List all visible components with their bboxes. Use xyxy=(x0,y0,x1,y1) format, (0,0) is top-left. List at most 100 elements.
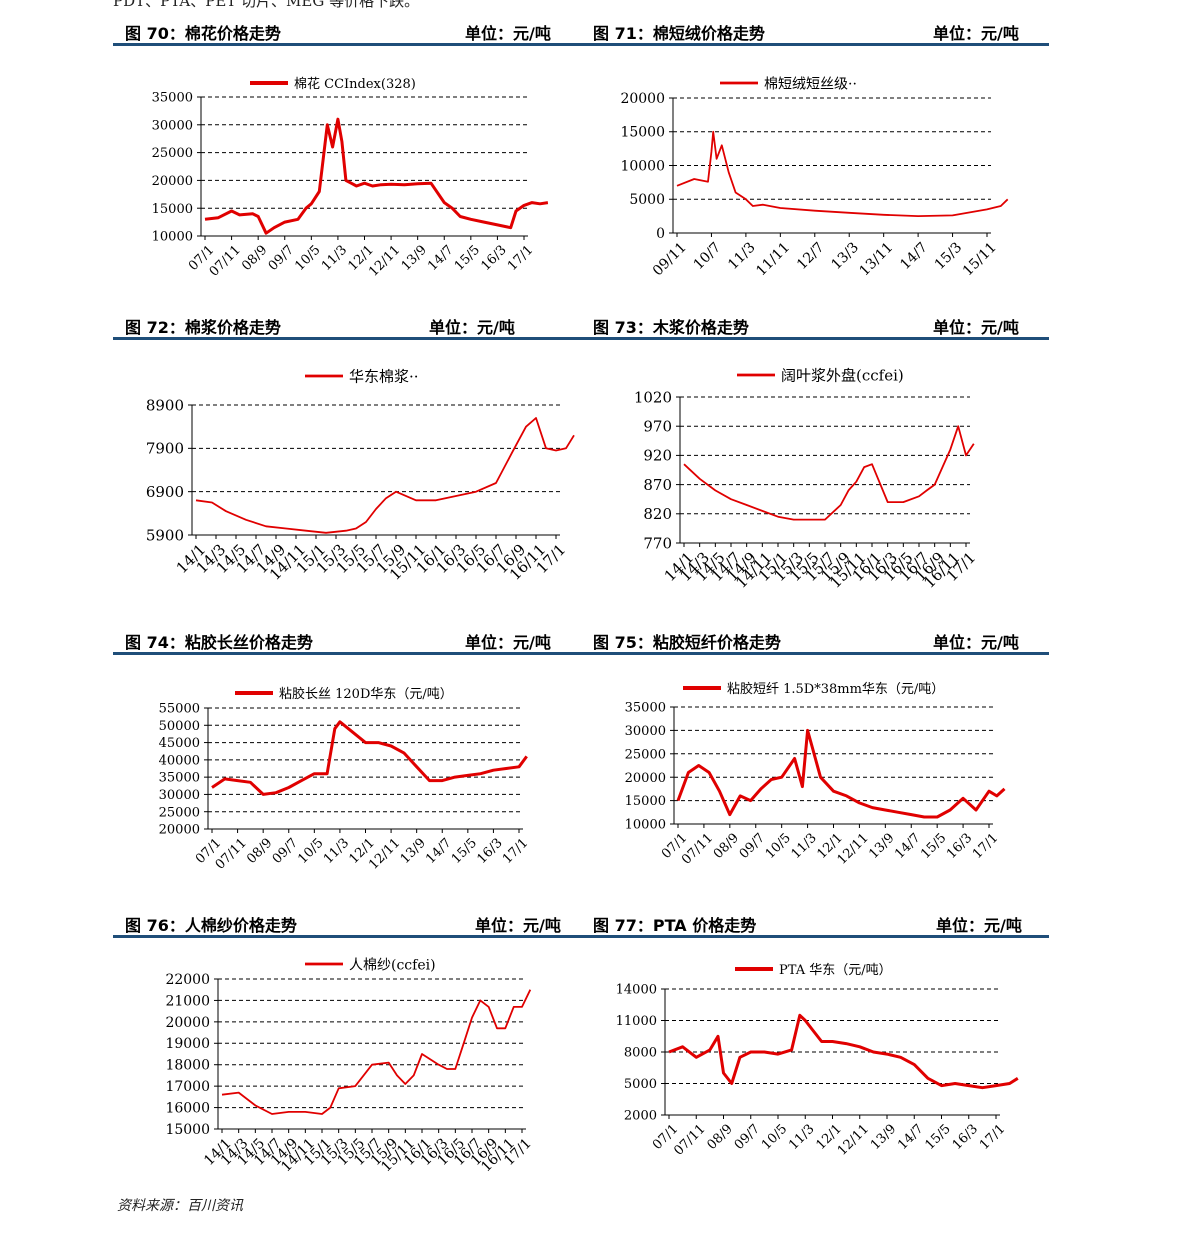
y-tick-label: 8900 xyxy=(146,396,184,414)
y-tick-label: 5000 xyxy=(624,1077,657,1092)
legend-label: PTA 华东（元/吨） xyxy=(779,963,892,978)
legend-label: 粘胶长丝 120D华东（元/吨） xyxy=(279,686,453,702)
panel-unit: 单位：元/吨 xyxy=(465,633,551,652)
y-tick-label: 35000 xyxy=(152,91,193,106)
y-tick-label: 11000 xyxy=(616,1014,657,1029)
legend-label: 棉短绒短丝级·· xyxy=(764,75,857,92)
source-note: 资料来源：百川资讯 xyxy=(117,1198,243,1214)
y-tick-label: 7900 xyxy=(146,440,184,458)
y-tick-label: 50000 xyxy=(159,719,200,734)
y-tick-label: 6900 xyxy=(146,483,184,501)
y-tick-label: 2000 xyxy=(624,1109,657,1124)
panel-unit: 单位：元/吨 xyxy=(936,916,1022,935)
x-tick-label: 11/3 xyxy=(786,1122,817,1153)
y-tick-label: 870 xyxy=(643,476,672,494)
y-tick-label: 30000 xyxy=(152,118,193,133)
legend-box xyxy=(244,72,447,92)
panel-title: 图 74：粘胶长丝价格走势 xyxy=(125,633,313,652)
y-tick-label: 10000 xyxy=(620,158,665,174)
legend-label: 粘胶短纤 1.5D*38mm华东（元/吨） xyxy=(727,681,944,697)
panel-unit: 单位：元/吨 xyxy=(429,318,515,337)
series-line xyxy=(676,728,1006,819)
legend-box xyxy=(729,958,891,978)
y-tick-label: 0 xyxy=(656,226,665,242)
legend: PTA 华东（元/吨） xyxy=(729,958,892,978)
legend-label: 阔叶浆外盘(ccfei) xyxy=(781,367,904,385)
y-tick-label: 5900 xyxy=(146,526,184,544)
panel-title: 图 73：木浆价格走势 xyxy=(593,318,749,337)
panel-title: 图 77：PTA 价格走势 xyxy=(593,916,757,935)
series-line xyxy=(221,989,532,1115)
x-tick-label: 14/7 xyxy=(895,1122,926,1153)
y-tick-label: 30000 xyxy=(159,788,200,803)
x-tick-label: 15/5 xyxy=(923,1122,954,1153)
panel-header-74: 图 74：粘胶长丝价格走势 单位：元/吨 xyxy=(113,626,581,655)
panel-title: 图 71：棉短绒价格走势 xyxy=(593,24,765,43)
y-tick-label: 25000 xyxy=(152,146,193,161)
legend-label: 棉花 CCIndex(328) xyxy=(294,76,416,92)
legend: 阔叶浆外盘(ccfei) xyxy=(731,364,922,385)
y-tick-label: 40000 xyxy=(159,753,200,768)
legend: 棉短绒短丝级·· xyxy=(714,72,857,92)
legend-box xyxy=(677,677,940,697)
legend-box xyxy=(299,953,459,973)
panel-title: 图 72：棉浆价格走势 xyxy=(125,318,281,337)
legend-label: 人棉纱(ccfei) xyxy=(349,956,436,973)
panel-title: 图 75：粘胶短纤价格走势 xyxy=(593,633,781,652)
y-tick-label: 45000 xyxy=(159,736,200,751)
y-tick-label: 35000 xyxy=(159,771,200,786)
panel-header-71: 图 71：棉短绒价格走势 单位：元/吨 xyxy=(581,17,1049,46)
panel-header-76: 图 76：人棉纱价格走势 单位：元/吨 xyxy=(113,909,581,938)
x-tick-label: 12/11 xyxy=(835,1122,872,1159)
panel-header-77: 图 77：PTA 价格走势 单位：元/吨 xyxy=(581,909,1049,938)
series-line xyxy=(676,130,1009,218)
series-line xyxy=(204,117,549,235)
y-tick-label: 20000 xyxy=(620,91,665,107)
panel-header-73: 图 73：木浆价格走势 单位：元/吨 xyxy=(581,311,1049,340)
panel-header-72: 图 72：棉浆价格走势 单位：元/吨 xyxy=(113,311,581,340)
y-tick-label: 15000 xyxy=(152,202,193,217)
legend-box xyxy=(299,365,420,385)
y-tick-label: 15000 xyxy=(620,125,665,141)
y-tick-label: 15000 xyxy=(625,794,666,809)
y-tick-label: 10000 xyxy=(625,818,666,833)
top-text: PDT、PTA、PET 切片、MEG 等价格下跌。 xyxy=(113,0,420,10)
panel-unit: 单位：元/吨 xyxy=(465,24,551,43)
panel-unit: 单位：元/吨 xyxy=(475,916,561,935)
y-tick-label: 10000 xyxy=(152,230,193,245)
panel-unit: 单位：元/吨 xyxy=(933,318,1019,337)
y-tick-label: 18000 xyxy=(165,1058,210,1074)
panel-header-75: 图 75：粘胶短纤价格走势 单位：元/吨 xyxy=(581,626,1049,655)
series-line xyxy=(668,1013,1019,1090)
y-tick-label: 20000 xyxy=(159,823,200,838)
y-tick-label: 15000 xyxy=(165,1122,210,1138)
legend: 粘胶短纤 1.5D*38mm华东（元/吨） xyxy=(677,677,944,697)
y-tick-label: 30000 xyxy=(625,724,666,739)
legend-box xyxy=(731,364,922,384)
y-tick-label: 20000 xyxy=(152,174,193,189)
y-tick-label: 25000 xyxy=(159,805,200,820)
y-tick-label: 920 xyxy=(643,447,672,465)
x-tick-label: 16/3 xyxy=(950,1122,981,1153)
x-tick-label: 10/5 xyxy=(759,1122,790,1153)
y-tick-label: 820 xyxy=(643,505,672,523)
y-tick-label: 1020 xyxy=(634,388,672,406)
y-tick-label: 14000 xyxy=(616,983,657,998)
y-tick-label: 22000 xyxy=(165,972,210,988)
legend: 粘胶长丝 120D华东（元/吨） xyxy=(229,682,453,702)
panel-unit: 单位：元/吨 xyxy=(933,633,1019,652)
y-tick-label: 20000 xyxy=(165,1015,210,1031)
panel-header-70: 图 70：棉花价格走势 单位：元/吨 xyxy=(113,17,581,46)
series-line xyxy=(683,425,975,521)
series-line xyxy=(211,720,528,796)
legend-box xyxy=(714,72,852,92)
panel-title: 图 76：人棉纱价格走势 xyxy=(125,916,297,935)
x-tick-label: 07/11 xyxy=(671,1122,708,1159)
y-tick-label: 21000 xyxy=(165,993,210,1009)
